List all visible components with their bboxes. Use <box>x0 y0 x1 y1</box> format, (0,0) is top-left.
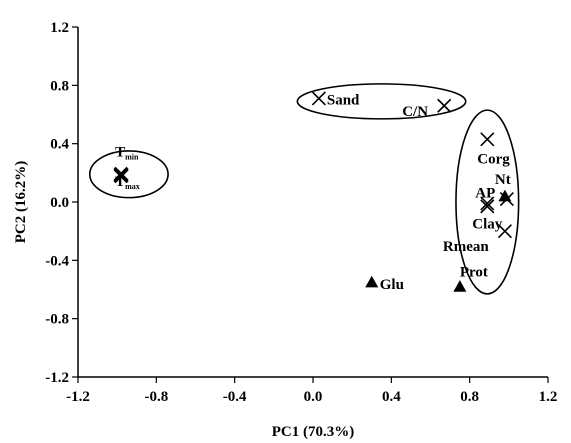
x-tick-label: -0.4 <box>223 389 247 405</box>
point-label: Sand <box>327 92 360 108</box>
y-tick-label: -0.8 <box>45 312 69 328</box>
group-ellipses <box>88 83 520 295</box>
y-tick-label: 0.8 <box>50 78 69 94</box>
data-markers <box>113 91 514 292</box>
x-tick-label: 0.4 <box>382 389 401 405</box>
y-tick-label: 1.2 <box>50 20 69 36</box>
y-tick-label: 0.0 <box>50 195 69 211</box>
point-label: C/N <box>402 104 428 120</box>
x-tick-label: 1.2 <box>539 389 558 405</box>
axes: -1.2 -0.8 -0.4 0.0 0.4 0.8 1.2 1.2 0.8 0.4 0.0 -0.4… <box>13 20 557 440</box>
x-marker <box>499 192 514 207</box>
point-label: Nt <box>495 172 511 188</box>
point-label: Rmean <box>443 239 489 255</box>
x-tick-label: -1.2 <box>66 389 90 405</box>
point-label: Clay <box>472 216 503 232</box>
point-label: Tmax <box>115 174 140 191</box>
y-tick-label: 0.4 <box>50 137 69 153</box>
group-ellipse <box>296 83 467 120</box>
x-marker <box>480 132 495 147</box>
x-marker <box>497 224 512 239</box>
point-label: Corg <box>477 151 510 167</box>
group-ellipse <box>455 109 520 295</box>
y-tick-label: -1.2 <box>45 370 69 386</box>
x-marker <box>311 91 326 106</box>
point-label: Prot <box>460 265 488 281</box>
y-axis-title: PC2 (16.2%) <box>13 161 29 244</box>
point-label: AP <box>475 185 495 201</box>
point-label: Glu <box>380 277 404 293</box>
x-axis-title: PC1 (70.3%) <box>272 424 355 440</box>
y-tick-label: -0.4 <box>45 253 69 269</box>
x-tick-label: 0.8 <box>460 389 479 405</box>
x-marker <box>113 168 129 184</box>
x-tick-label: 0.0 <box>304 389 323 405</box>
group-ellipse <box>88 150 169 199</box>
x-marker <box>437 98 452 113</box>
x-marker <box>480 196 495 211</box>
x-tick-label: -0.8 <box>144 389 168 405</box>
triangle-marker <box>453 280 467 292</box>
x-marker <box>480 199 495 214</box>
point-label: Tmin <box>115 144 139 161</box>
triangle-marker <box>365 275 379 288</box>
